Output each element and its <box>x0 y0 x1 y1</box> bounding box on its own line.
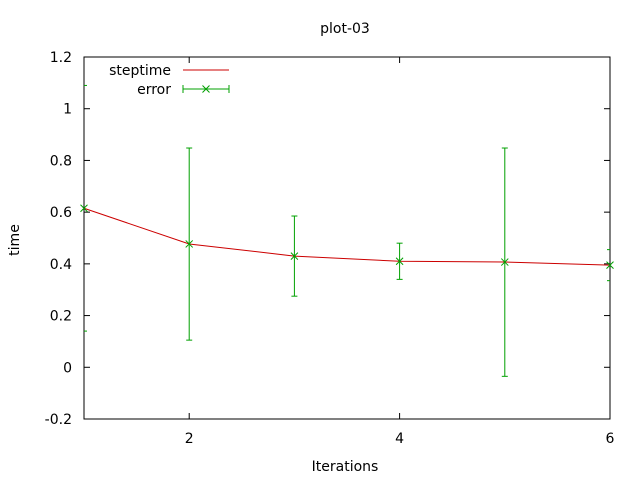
legend: steptime error <box>109 63 230 98</box>
data-point-marker <box>80 204 88 213</box>
y-tick-label: 1 <box>63 102 72 118</box>
error-bar <box>606 249 614 282</box>
y-tick-label: -0.2 <box>45 412 72 428</box>
error-bar <box>500 147 509 377</box>
legend-label-steptime: steptime <box>109 63 171 79</box>
chart-title: plot-03 <box>320 21 370 37</box>
data-point-marker <box>185 240 194 248</box>
x-axis-title: Iterations <box>312 459 379 475</box>
axis-ticks: -0.2 0 0.2 0.4 0.6 0.8 1 1.2 2 4 6 <box>45 50 615 447</box>
x-tick-label: 6 <box>606 431 615 447</box>
data-point-marker <box>290 252 299 260</box>
error-bar <box>185 147 194 341</box>
y-tick-label: 1.2 <box>50 50 72 66</box>
y-tick-label: 0.4 <box>50 257 72 273</box>
legend-label-error: error <box>137 82 171 98</box>
error-bar <box>80 84 88 332</box>
y-tick-label: 0.2 <box>50 309 72 325</box>
data-point-marker <box>500 258 509 266</box>
data-point-marker <box>606 261 614 270</box>
x-tick-label: 4 <box>395 431 404 447</box>
y-tick-label: 0.6 <box>50 205 72 221</box>
y-tick-label: 0.8 <box>50 153 72 169</box>
x-tick-label: 2 <box>185 431 194 447</box>
y-tick-label: 0 <box>63 360 72 376</box>
error-bar <box>290 215 299 297</box>
legend-swatch-error <box>182 85 230 93</box>
series-layer <box>80 84 614 377</box>
data-point-marker <box>395 257 404 266</box>
y-axis-title: time <box>7 224 23 256</box>
plot-frame <box>83 56 611 420</box>
series-line-steptime <box>83 207 611 266</box>
error-bar <box>395 242 404 280</box>
legend-swatch-marker <box>202 85 210 93</box>
